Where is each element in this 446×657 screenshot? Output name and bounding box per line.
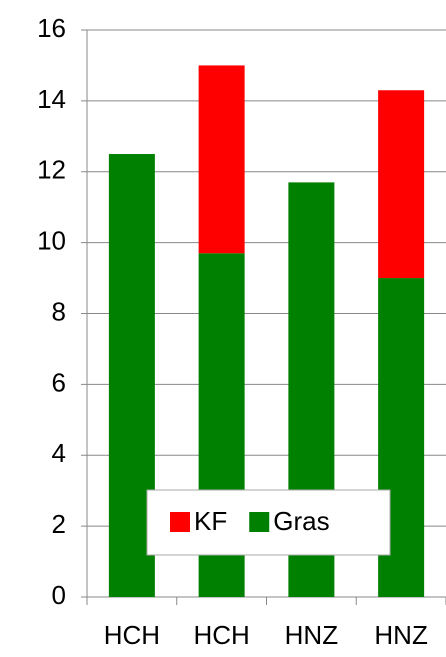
legend-swatch — [170, 512, 190, 532]
legend-label: Gras — [273, 506, 329, 536]
x-tick-label: HCH — [104, 620, 160, 650]
bar-segment — [378, 90, 425, 279]
legend-label: KF — [194, 506, 227, 536]
x-tick-label: HCH — [193, 620, 249, 650]
y-tick-label: 14 — [37, 84, 66, 114]
y-tick-label: 6 — [52, 367, 66, 397]
y-tick-label: 2 — [52, 509, 66, 539]
y-tick-label: 8 — [52, 296, 66, 326]
y-tick-label: 10 — [37, 226, 66, 256]
legend: KF Gras — [146, 489, 391, 556]
x-tick-label: HNZ — [374, 620, 428, 650]
legend-swatch — [249, 512, 270, 532]
y-tick-label: 12 — [37, 155, 66, 185]
y-tick-label: 4 — [52, 438, 66, 468]
x-tick-label: HNZ — [285, 620, 339, 650]
y-tick-label: 16 — [37, 13, 66, 43]
y-tick-label: 0 — [52, 580, 66, 610]
bar-segment — [198, 65, 245, 254]
